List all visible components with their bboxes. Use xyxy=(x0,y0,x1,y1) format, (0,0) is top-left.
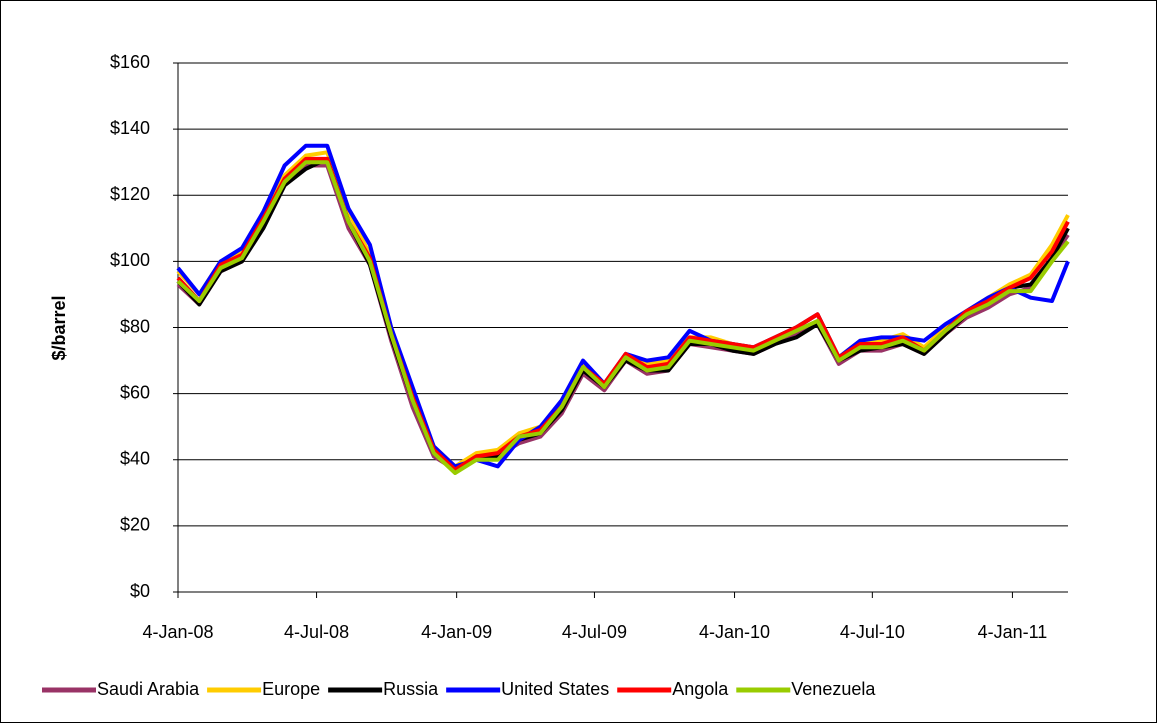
x-tick-label: 4-Jan-11 xyxy=(978,622,1048,642)
y-tick-label: $80 xyxy=(120,316,150,336)
y-axis-label: $/barrel xyxy=(49,295,69,360)
series-line xyxy=(176,160,1070,475)
legend-label: Saudi Arabia xyxy=(97,679,200,699)
legend-label: Angola xyxy=(672,679,729,699)
y-tick-label: $160 xyxy=(110,52,150,72)
y-tick-label: $100 xyxy=(110,250,150,270)
y-tick-label: $60 xyxy=(120,382,150,402)
legend-label: Russia xyxy=(383,679,439,699)
y-tick-label: $120 xyxy=(110,184,150,204)
x-tick-label: 4-Jan-09 xyxy=(421,622,492,642)
y-tick-label: $40 xyxy=(120,449,150,469)
x-tick-label: 4-Jul-09 xyxy=(562,622,627,642)
legend-label: Venezuela xyxy=(791,679,876,699)
x-tick-label: 4-Jan-10 xyxy=(699,622,770,642)
x-tick-label: 4-Jul-10 xyxy=(840,622,905,642)
y-tick-label: $20 xyxy=(120,515,150,535)
x-tick-label: 4-Jan-08 xyxy=(142,622,213,642)
x-tick-label: 4-Jul-08 xyxy=(284,622,349,642)
y-tick-label: $140 xyxy=(110,118,150,138)
y-tick-label: $0 xyxy=(130,581,150,601)
legend-label: Europe xyxy=(262,679,320,699)
legend-label: United States xyxy=(501,679,609,699)
